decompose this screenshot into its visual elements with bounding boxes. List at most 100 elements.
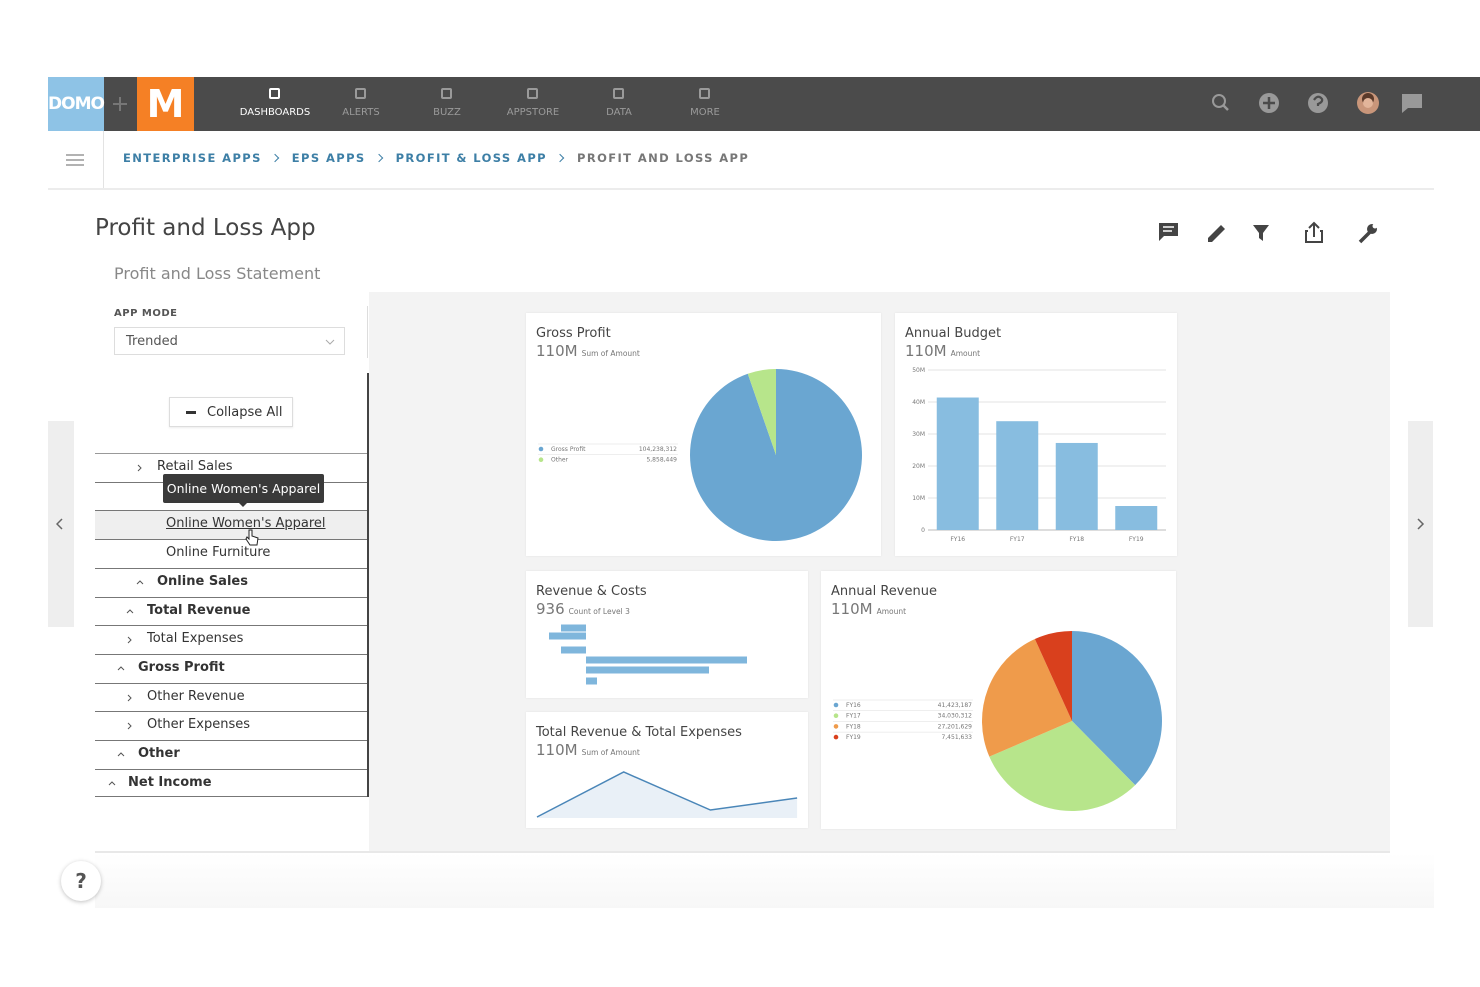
pie-slice bbox=[747, 369, 776, 455]
pie-slice bbox=[1072, 631, 1162, 786]
tree-chevron bbox=[136, 580, 144, 585]
legend-value: 34,030,312 bbox=[938, 713, 973, 720]
nav-item[interactable]: DASHBOARDS bbox=[232, 77, 318, 131]
legend-label: FY17 bbox=[846, 713, 861, 720]
tree-row[interactable]: Online Sales bbox=[95, 567, 367, 597]
app-mode-select[interactable]: Trended bbox=[114, 327, 345, 355]
legend-value: 5,858,449 bbox=[646, 457, 677, 464]
legend-value: 41,423,187 bbox=[938, 702, 973, 709]
card-summary: 110M Sum of Amount bbox=[536, 741, 640, 759]
comment-button[interactable] bbox=[1159, 223, 1178, 241]
tree-label: Gross Profit bbox=[138, 659, 225, 675]
breadcrumb[interactable]: ENTERPRISE APPS bbox=[123, 151, 262, 165]
breadcrumb[interactable]: PROFIT & LOSS APP bbox=[395, 151, 547, 165]
summary-value: 110M bbox=[905, 342, 947, 360]
tree-chevron bbox=[117, 752, 125, 757]
nav-bar: DOMO M DASHBOARDS ALERTS BUZZ APPSTORE DATA M… bbox=[48, 77, 1480, 131]
summary-label: Sum of Amount bbox=[582, 748, 640, 757]
chevron-path bbox=[117, 666, 125, 671]
next-arrow bbox=[1417, 518, 1425, 530]
summary-label: Sum of Amount bbox=[582, 349, 640, 358]
breadcrumb[interactable]: EPS APPS bbox=[291, 151, 366, 165]
breadcrumb-separator bbox=[270, 153, 280, 162]
search-icon[interactable] bbox=[1212, 94, 1229, 111]
domo-logo[interactable]: DOMO bbox=[48, 77, 105, 131]
filter-button[interactable] bbox=[1253, 225, 1269, 241]
legend-value: 104,238,312 bbox=[639, 446, 677, 453]
pie-slice bbox=[1034, 631, 1072, 721]
page-title: Profit and Loss App bbox=[95, 215, 316, 241]
nav-icon bbox=[527, 88, 538, 99]
help-button[interactable]: ? bbox=[61, 861, 101, 901]
tree-label: Online Women's Apparel bbox=[166, 516, 326, 532]
card-title: Total Revenue & Total Expenses bbox=[535, 725, 742, 740]
legend-label: Other bbox=[551, 457, 569, 464]
card[interactable]: Revenue & Costs 936 Count of Level 3 bbox=[526, 571, 808, 698]
tree-row[interactable]: Online Furniture bbox=[95, 539, 367, 568]
nav-item[interactable]: DATA bbox=[576, 77, 662, 131]
chat-icon[interactable] bbox=[1402, 94, 1422, 113]
collapse-all-button[interactable]: Collapse All bbox=[169, 397, 293, 427]
tree-border bbox=[367, 373, 369, 797]
tree-chevron bbox=[117, 666, 125, 671]
y-tick-label: 50M bbox=[912, 367, 925, 374]
tree-row[interactable]: Gross Profit bbox=[95, 653, 367, 683]
tree-row[interactable]: Total Expenses bbox=[95, 625, 367, 654]
bar bbox=[586, 677, 597, 685]
summary-value: 936 bbox=[536, 600, 565, 618]
next-page[interactable] bbox=[1408, 421, 1433, 627]
tree-row[interactable]: Other Expenses bbox=[95, 711, 367, 740]
help-icon[interactable] bbox=[1308, 93, 1328, 113]
tooltip: Online Women's Apparel bbox=[163, 474, 324, 507]
y-tick-label: 20M bbox=[912, 463, 925, 470]
summary-value: 110M bbox=[831, 600, 873, 618]
card[interactable]: Annual Revenue 110M Amount FY16 41,423,187 FY… bbox=[821, 571, 1176, 829]
tree-chevron bbox=[126, 608, 134, 613]
nav-item[interactable]: ALERTS bbox=[318, 77, 404, 131]
tooltip-text: Online Women's Apparel bbox=[166, 481, 321, 496]
line bbox=[536, 771, 798, 818]
pie-slice bbox=[982, 639, 1072, 757]
select-arrow bbox=[325, 339, 335, 345]
bar bbox=[1055, 442, 1098, 530]
line-area bbox=[537, 772, 798, 818]
tree-row[interactable]: Online Women's Apparel bbox=[95, 510, 367, 540]
settings-button[interactable] bbox=[1358, 223, 1378, 244]
bar bbox=[586, 666, 709, 674]
nav-label: MORE bbox=[690, 107, 720, 118]
tree-row[interactable]: Net Income bbox=[95, 768, 367, 798]
share-button[interactable] bbox=[1305, 221, 1323, 243]
legend-label: FY16 bbox=[846, 702, 861, 709]
tree-label: Other Expenses bbox=[147, 717, 250, 733]
tree-row[interactable]: Other bbox=[95, 740, 367, 769]
tree-label: Other Revenue bbox=[147, 688, 245, 704]
hamburger-icon[interactable] bbox=[66, 153, 84, 167]
nav-item[interactable]: BUZZ bbox=[404, 77, 490, 131]
breadcrumb: PROFIT AND LOSS APP bbox=[576, 151, 750, 165]
nav-item[interactable]: MORE bbox=[662, 77, 748, 131]
app-logo[interactable]: M bbox=[137, 77, 194, 131]
button-label: Collapse All bbox=[207, 405, 283, 420]
x-tick-label: FY16 bbox=[950, 536, 965, 543]
chevron-path bbox=[108, 780, 116, 786]
prev-page[interactable] bbox=[48, 421, 74, 627]
page-subtitle: Profit and Loss Statement bbox=[114, 264, 321, 283]
nav-item[interactable]: APPSTORE bbox=[490, 77, 576, 131]
plus-icon bbox=[113, 97, 127, 111]
nav-icon bbox=[269, 88, 280, 99]
avatar[interactable] bbox=[1357, 92, 1379, 114]
tree-row[interactable]: Total Revenue bbox=[95, 596, 367, 626]
card[interactable]: Gross Profit 110M Sum of Amount Gross Profi… bbox=[526, 313, 881, 556]
card[interactable]: Total Revenue & Total Expenses 110M Sum of… bbox=[526, 712, 808, 828]
tree-row[interactable]: Other Revenue bbox=[95, 682, 367, 712]
edit-button[interactable] bbox=[1208, 225, 1225, 242]
nav-label: DATA bbox=[606, 107, 632, 118]
add-icon[interactable] bbox=[1259, 93, 1279, 113]
nav-label: ALERTS bbox=[342, 107, 380, 118]
breadcrumb-separator bbox=[374, 153, 383, 162]
card[interactable]: Annual Budget 110M Amount 0 10M 20M 30M 40M 50M F… bbox=[895, 313, 1177, 556]
